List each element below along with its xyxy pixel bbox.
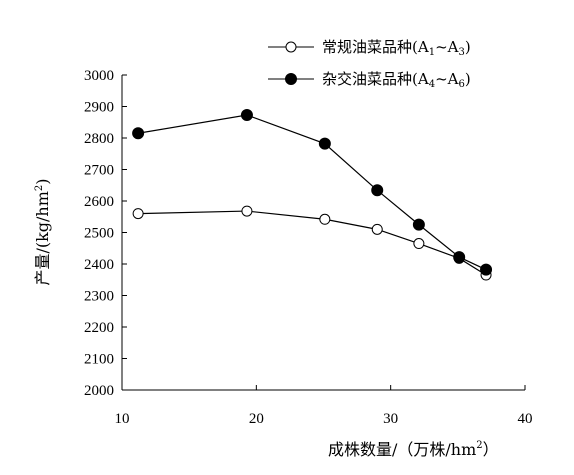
legend-item-conventional: 常规油菜品种(A1~A3) <box>268 38 471 58</box>
x-tick-label: 20 <box>249 411 264 427</box>
legend-item-hybrid: 杂交油菜品种(A4~A6) <box>268 70 471 90</box>
data-point-open <box>371 223 383 235</box>
y-tick-label: 3000 <box>84 68 114 84</box>
data-point-filled <box>240 109 253 122</box>
data-point-filled <box>412 218 425 231</box>
y-tick-label: 2600 <box>84 194 114 210</box>
data-point-filled <box>318 137 331 150</box>
y-tick-label: 2300 <box>84 289 114 305</box>
x-axis-title: 成株数量/（万株/hm2） <box>328 440 499 459</box>
legend-label-hybrid: 杂交油菜品种(A4~A6) <box>322 70 471 90</box>
series-conventional <box>132 205 492 281</box>
series-layer <box>132 109 493 281</box>
x-axis-ticks: 10 20 30 40 <box>115 385 533 427</box>
y-tick-label: 2800 <box>84 131 114 147</box>
y-tick-label: 2400 <box>84 257 114 273</box>
data-point-filled <box>371 184 384 197</box>
y-tick-label: 2500 <box>84 226 114 242</box>
data-point-open <box>413 238 425 250</box>
data-point-open <box>132 208 144 220</box>
x-tick-label: 30 <box>383 411 398 427</box>
series-hybrid <box>132 109 493 276</box>
x-tick-label: 40 <box>518 411 533 427</box>
data-point-filled <box>132 127 145 140</box>
legend-label-conventional: 常规油菜品种(A1~A3) <box>322 38 471 58</box>
data-point-open <box>319 213 331 225</box>
y-axis-ticks: 2000 2100 2200 2300 2400 2500 2600 2700 2800 2900… <box>84 68 127 399</box>
y-tick-label: 2700 <box>84 163 114 179</box>
y-tick-label: 2200 <box>84 320 114 336</box>
x-tick-label: 10 <box>115 411 130 427</box>
data-point-filled <box>453 251 466 264</box>
plot-area: 2000 2100 2200 2300 2400 2500 2600 2700 2800 2900… <box>84 68 533 427</box>
legend-marker-open-circle <box>285 41 297 53</box>
data-point-filled <box>480 263 493 276</box>
y-tick-label: 2900 <box>84 100 114 116</box>
legend: 常规油菜品种(A1~A3) 杂交油菜品种(A4~A6) <box>268 38 471 90</box>
series-line <box>138 210 487 276</box>
legend-marker-filled-circle <box>285 73 297 85</box>
y-tick-label: 2000 <box>84 383 114 399</box>
series-line <box>138 114 487 271</box>
y-axis-title: 产量/(kg/hm2) <box>33 178 52 285</box>
y-tick-label: 2100 <box>84 352 114 368</box>
data-point-open <box>241 205 253 217</box>
